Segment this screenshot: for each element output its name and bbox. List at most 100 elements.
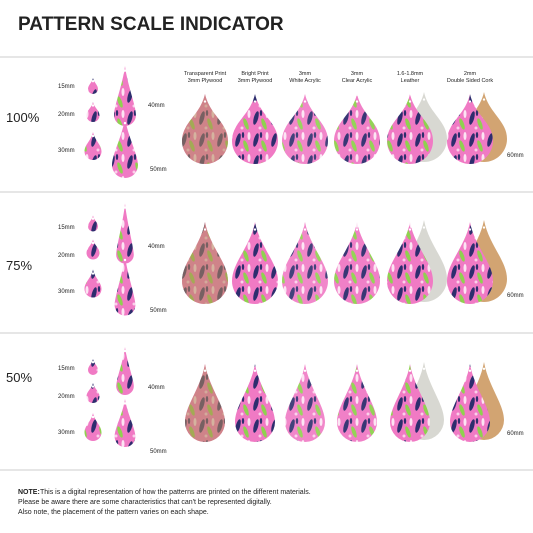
- material-drop-tint: [337, 364, 377, 442]
- size-drop: [86, 102, 100, 123]
- material-drop: [282, 94, 328, 164]
- material-drop: [282, 222, 328, 304]
- hole: [422, 98, 426, 101]
- large-size-label: 60mm: [507, 431, 524, 437]
- hole: [468, 100, 472, 103]
- hole: [253, 369, 257, 372]
- note-line: This is a digital representation of how …: [40, 489, 311, 496]
- material-label: 2mm: [464, 71, 477, 77]
- size-drop: [114, 399, 136, 447]
- material-drop: [450, 364, 490, 442]
- material-drop: [285, 364, 325, 442]
- material-drop: [387, 222, 433, 304]
- material-label: 3mm Plywood: [188, 78, 223, 84]
- hole: [303, 228, 307, 231]
- hole: [123, 69, 127, 72]
- hole: [91, 361, 95, 364]
- hole: [203, 369, 207, 372]
- size-drop: [84, 132, 102, 160]
- size-label: 50mm: [150, 167, 167, 173]
- material-drop-tint: [182, 94, 228, 164]
- hole: [91, 80, 95, 83]
- hole: [203, 100, 207, 103]
- hole: [91, 385, 95, 388]
- material-label: 3mm Plywood: [238, 78, 273, 84]
- hole: [123, 402, 127, 405]
- size-label: 40mm: [148, 385, 165, 391]
- size-label: 30mm: [58, 430, 75, 436]
- size-label: 50mm: [150, 308, 167, 314]
- size-label: 15mm: [58, 225, 75, 231]
- hole: [123, 206, 127, 209]
- hole: [355, 228, 359, 231]
- material-label: White Acrylic: [289, 78, 321, 84]
- material-drop-tint: [182, 222, 228, 304]
- hole: [482, 226, 486, 229]
- size-drop: [116, 203, 134, 264]
- material-drop-tint: [185, 364, 225, 442]
- hole: [422, 226, 426, 229]
- size-label: 50mm: [150, 449, 167, 455]
- note-line: Please be aware there are some character…: [18, 499, 272, 506]
- hole: [91, 104, 95, 107]
- size-drop: [84, 413, 102, 441]
- scale-label: 75%: [6, 258, 32, 273]
- size-drop: [112, 118, 138, 178]
- material-label: Transparent Print: [184, 71, 227, 77]
- note-line: Also note, the placement of the pattern …: [18, 509, 209, 516]
- size-label: 15mm: [58, 84, 75, 90]
- hole: [482, 367, 486, 370]
- hole: [253, 228, 257, 231]
- material-drop-tint: [282, 222, 328, 304]
- size-drop: [84, 269, 102, 298]
- size-label: 30mm: [58, 148, 75, 154]
- material-label: Leather: [401, 78, 420, 84]
- size-drop: [86, 383, 100, 404]
- size-label: 40mm: [148, 244, 165, 250]
- hole: [91, 272, 95, 275]
- material-drop: [334, 94, 380, 164]
- material-label: 3mm: [351, 71, 364, 77]
- hole: [303, 369, 307, 372]
- material-drop: [387, 94, 433, 164]
- size-label: 20mm: [58, 112, 75, 118]
- material-drop: [334, 222, 380, 304]
- title: PATTERN SCALE INDICATOR: [18, 14, 284, 35]
- material-drop: [232, 222, 278, 304]
- hole: [123, 121, 127, 125]
- hole: [422, 367, 426, 370]
- material-label: Clear Acrylic: [342, 78, 373, 84]
- size-drop: [114, 66, 136, 126]
- material-drop-tint: [334, 222, 380, 304]
- hole: [408, 228, 412, 231]
- hole: [253, 100, 257, 103]
- hole: [355, 369, 359, 372]
- hole: [91, 134, 95, 138]
- material-drop-tint: [282, 94, 328, 164]
- material-drop: [390, 364, 430, 442]
- size-drop: [114, 255, 136, 316]
- material-drop-tint: [334, 94, 380, 164]
- scale-label: 50%: [6, 370, 32, 385]
- material-drop: [447, 94, 493, 164]
- material-drop-tint: [285, 364, 325, 442]
- hole: [482, 98, 486, 101]
- hole: [91, 241, 95, 245]
- hole: [408, 369, 412, 372]
- material-drop: [232, 94, 278, 164]
- size-label: 40mm: [148, 103, 165, 109]
- scale-label: 100%: [6, 110, 40, 125]
- size-drop: [88, 78, 98, 94]
- size-drop: [86, 239, 100, 260]
- size-drop: [116, 347, 134, 395]
- size-label: 20mm: [58, 253, 75, 259]
- hole: [468, 369, 472, 372]
- material-drop: [447, 222, 493, 304]
- material-drop: [337, 364, 377, 442]
- size-drop: [88, 215, 98, 232]
- size-label: 20mm: [58, 394, 75, 400]
- material-drop: [235, 364, 275, 442]
- material-label: Bright Print: [241, 71, 269, 77]
- hole: [91, 415, 95, 419]
